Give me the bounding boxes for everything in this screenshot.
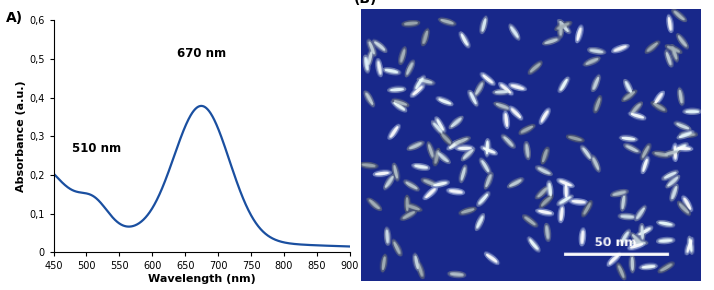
Text: A): A) xyxy=(6,11,24,25)
Text: 510 nm: 510 nm xyxy=(72,142,121,155)
Y-axis label: Absorbance (a.u.): Absorbance (a.u.) xyxy=(16,81,26,192)
Text: (B): (B) xyxy=(354,0,377,6)
X-axis label: Wavelength (nm): Wavelength (nm) xyxy=(148,274,256,284)
Text: 670 nm: 670 nm xyxy=(176,47,226,60)
